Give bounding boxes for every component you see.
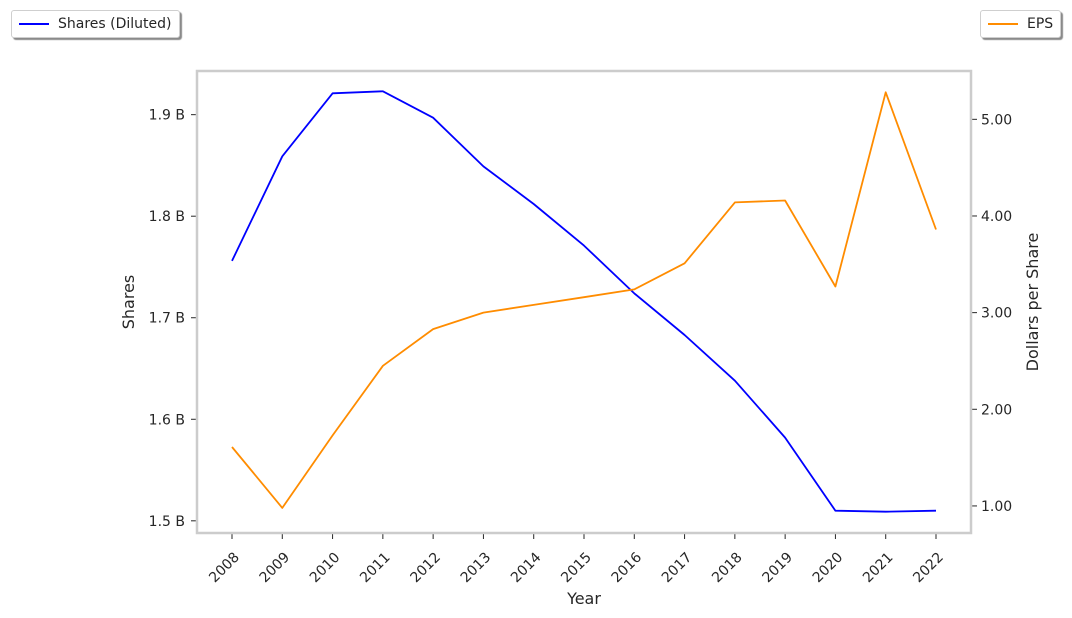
y-right-tick-label: 2.00 — [981, 402, 1012, 418]
shares-series-line — [231, 90, 937, 513]
x-tick-label: 2017 — [659, 550, 696, 587]
x-tick-label: 2016 — [609, 549, 646, 586]
y-right-tick-label: 3.00 — [981, 306, 1012, 322]
x-tick-label: 2022 — [910, 550, 947, 587]
x-tick-label: 2014 — [508, 549, 545, 586]
y-right-tick-label: 4.00 — [981, 209, 1012, 225]
x-tick-label: 2013 — [458, 550, 495, 587]
y-axis-label-left: Shares — [119, 275, 138, 330]
x-tick-label: 2015 — [558, 550, 595, 587]
x-tick-label: 2021 — [860, 550, 897, 587]
legend-eps-label: EPS — [1027, 16, 1054, 32]
x-tick-label: 2008 — [206, 550, 243, 587]
legend-eps: EPS — [980, 10, 1062, 38]
x-tick-label: 2019 — [759, 550, 796, 587]
y-left-tick-label: 1.6 B — [149, 412, 185, 428]
y-left-tick-label: 1.5 B — [149, 514, 185, 530]
x-tick-label: 2011 — [357, 550, 394, 587]
y-left-tick-label: 1.7 B — [149, 311, 185, 327]
x-axis-label: Year — [566, 589, 601, 608]
x-tick-label: 2009 — [257, 550, 294, 587]
eps-series-line — [231, 91, 937, 509]
legend-shares-swatch — [19, 23, 49, 25]
legend-eps-swatch — [988, 23, 1018, 25]
x-tick-label: 2020 — [810, 550, 847, 587]
y-axis-label-right: Dollars per Share — [1023, 233, 1042, 372]
x-tick-label: 2012 — [407, 550, 444, 587]
legend-shares: Shares (Diluted) — [11, 10, 180, 38]
x-tick-label: 2010 — [307, 550, 344, 587]
plot-frame — [195, 69, 973, 535]
y-left-tick-label: 1.8 B — [149, 209, 185, 225]
x-tick-label: 2018 — [709, 550, 746, 587]
y-right-tick-label: 1.00 — [981, 499, 1012, 515]
y-right-tick-label: 5.00 — [981, 112, 1012, 128]
y-left-tick-label: 1.9 B — [149, 108, 185, 124]
legend-shares-label: Shares (Diluted) — [58, 16, 172, 32]
